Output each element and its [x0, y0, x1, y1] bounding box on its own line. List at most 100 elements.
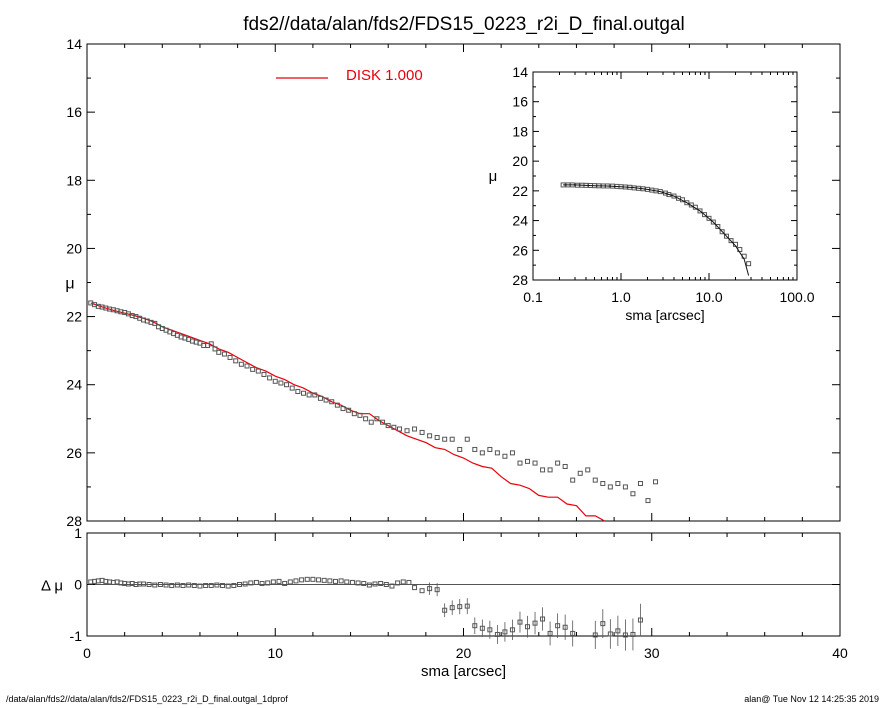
residual-point	[231, 583, 237, 589]
inset-data-point	[728, 238, 734, 244]
data-point	[312, 392, 318, 398]
residual-point	[276, 578, 282, 584]
residual-point	[259, 580, 265, 586]
residual-point	[265, 580, 271, 586]
inset-data-point	[723, 233, 729, 239]
residual-point	[225, 583, 231, 589]
x-tick-label: 40	[832, 645, 848, 661]
data-point	[457, 446, 463, 452]
residual-point	[615, 628, 621, 634]
y-tick-label: 28	[512, 272, 528, 288]
data-point	[434, 435, 440, 441]
residual-point	[310, 576, 316, 582]
residual-point	[293, 578, 299, 584]
data-point	[278, 380, 284, 386]
data-point	[255, 368, 261, 374]
x-tick-label: 20	[456, 645, 472, 661]
inset-background	[533, 72, 797, 280]
data-point	[208, 341, 214, 347]
residual-point	[412, 585, 418, 591]
data-point	[449, 436, 455, 442]
data-point	[300, 390, 306, 396]
residual-point	[174, 582, 180, 588]
y-tick-label: 14	[66, 36, 82, 52]
inset-data-point	[706, 215, 712, 221]
y-tick-label: 24	[512, 213, 528, 229]
y-tick-label: 16	[512, 94, 528, 110]
data-point	[479, 450, 485, 456]
y-tick-label: 0	[74, 577, 82, 593]
x-tick-label: 100.0	[779, 289, 814, 305]
residual-point	[406, 579, 412, 585]
legend-label-disk: DISK 1.000	[346, 67, 423, 84]
data-point	[272, 378, 278, 384]
inset-data-point	[684, 200, 690, 206]
residual-point	[242, 581, 248, 587]
data-point	[427, 433, 433, 439]
data-point	[600, 481, 606, 487]
x-tick-label: 0.1	[523, 289, 543, 305]
residual-point	[208, 583, 214, 589]
data-point	[585, 467, 591, 473]
residual-point	[366, 582, 372, 588]
data-point	[645, 498, 651, 504]
data-point	[517, 460, 523, 466]
data-point	[592, 477, 598, 483]
residual-point	[400, 579, 406, 585]
data-point	[404, 428, 410, 434]
chart-title: fds2//data/alan/fds2/FDS15_0223_r2i_D_fi…	[243, 14, 685, 35]
data-point	[374, 416, 380, 422]
residual-point	[180, 583, 186, 589]
y-tick-label: 18	[66, 172, 82, 188]
residual-point	[332, 578, 338, 584]
inset-data-point	[719, 229, 725, 235]
data-point	[464, 436, 470, 442]
x-axis-label: sma [arcsec]	[625, 307, 704, 323]
inset-data-point	[671, 193, 677, 199]
data-point	[306, 392, 312, 398]
residual-point	[253, 579, 259, 585]
data-point	[295, 389, 301, 395]
residual-point	[562, 624, 568, 630]
inset-data-point	[746, 261, 752, 267]
data-point	[267, 375, 273, 381]
residual-point	[321, 577, 327, 583]
data-point	[363, 416, 369, 422]
inset-data-point	[715, 224, 721, 230]
residual-point	[525, 624, 531, 630]
residual-point	[472, 623, 478, 629]
residual-point	[383, 582, 389, 587]
y-tick-label: 24	[66, 377, 82, 393]
data-point	[212, 346, 218, 352]
residual-point	[637, 617, 643, 623]
residual-point	[152, 582, 158, 588]
residual-point	[389, 583, 395, 589]
data-point	[396, 426, 402, 432]
residual-point	[502, 629, 508, 635]
data-point	[261, 371, 267, 377]
data-point	[494, 450, 500, 456]
residual-point	[442, 607, 448, 613]
main-plot: 14 16 18 20 22 24 26 28 μ DISK 1.000	[65, 36, 841, 529]
data-point	[570, 477, 576, 483]
data-point	[340, 406, 346, 412]
data-point	[622, 484, 628, 490]
x-tick-label: 10.0	[695, 289, 722, 305]
data-point	[152, 320, 158, 326]
residual-point	[494, 631, 500, 637]
data-point	[555, 460, 561, 466]
y-tick-label: 28	[66, 513, 82, 529]
residual-point	[555, 623, 561, 629]
data-point	[653, 479, 659, 485]
residual-point	[630, 631, 636, 637]
residual-point	[220, 583, 226, 589]
data-point	[334, 402, 340, 408]
x-tick-label: 0	[83, 645, 91, 661]
y-axis-label: μ	[489, 168, 498, 185]
footer-filepath: /data/alan/fds2//data/alan/fds2/FDS15_02…	[6, 694, 288, 704]
data-point	[221, 351, 227, 357]
residual-point	[169, 583, 175, 589]
residual-point	[378, 580, 384, 586]
footer-timestamp: alan@ Tue Nov 12 14:25:35 2019	[744, 694, 879, 704]
residual-point	[607, 631, 613, 637]
